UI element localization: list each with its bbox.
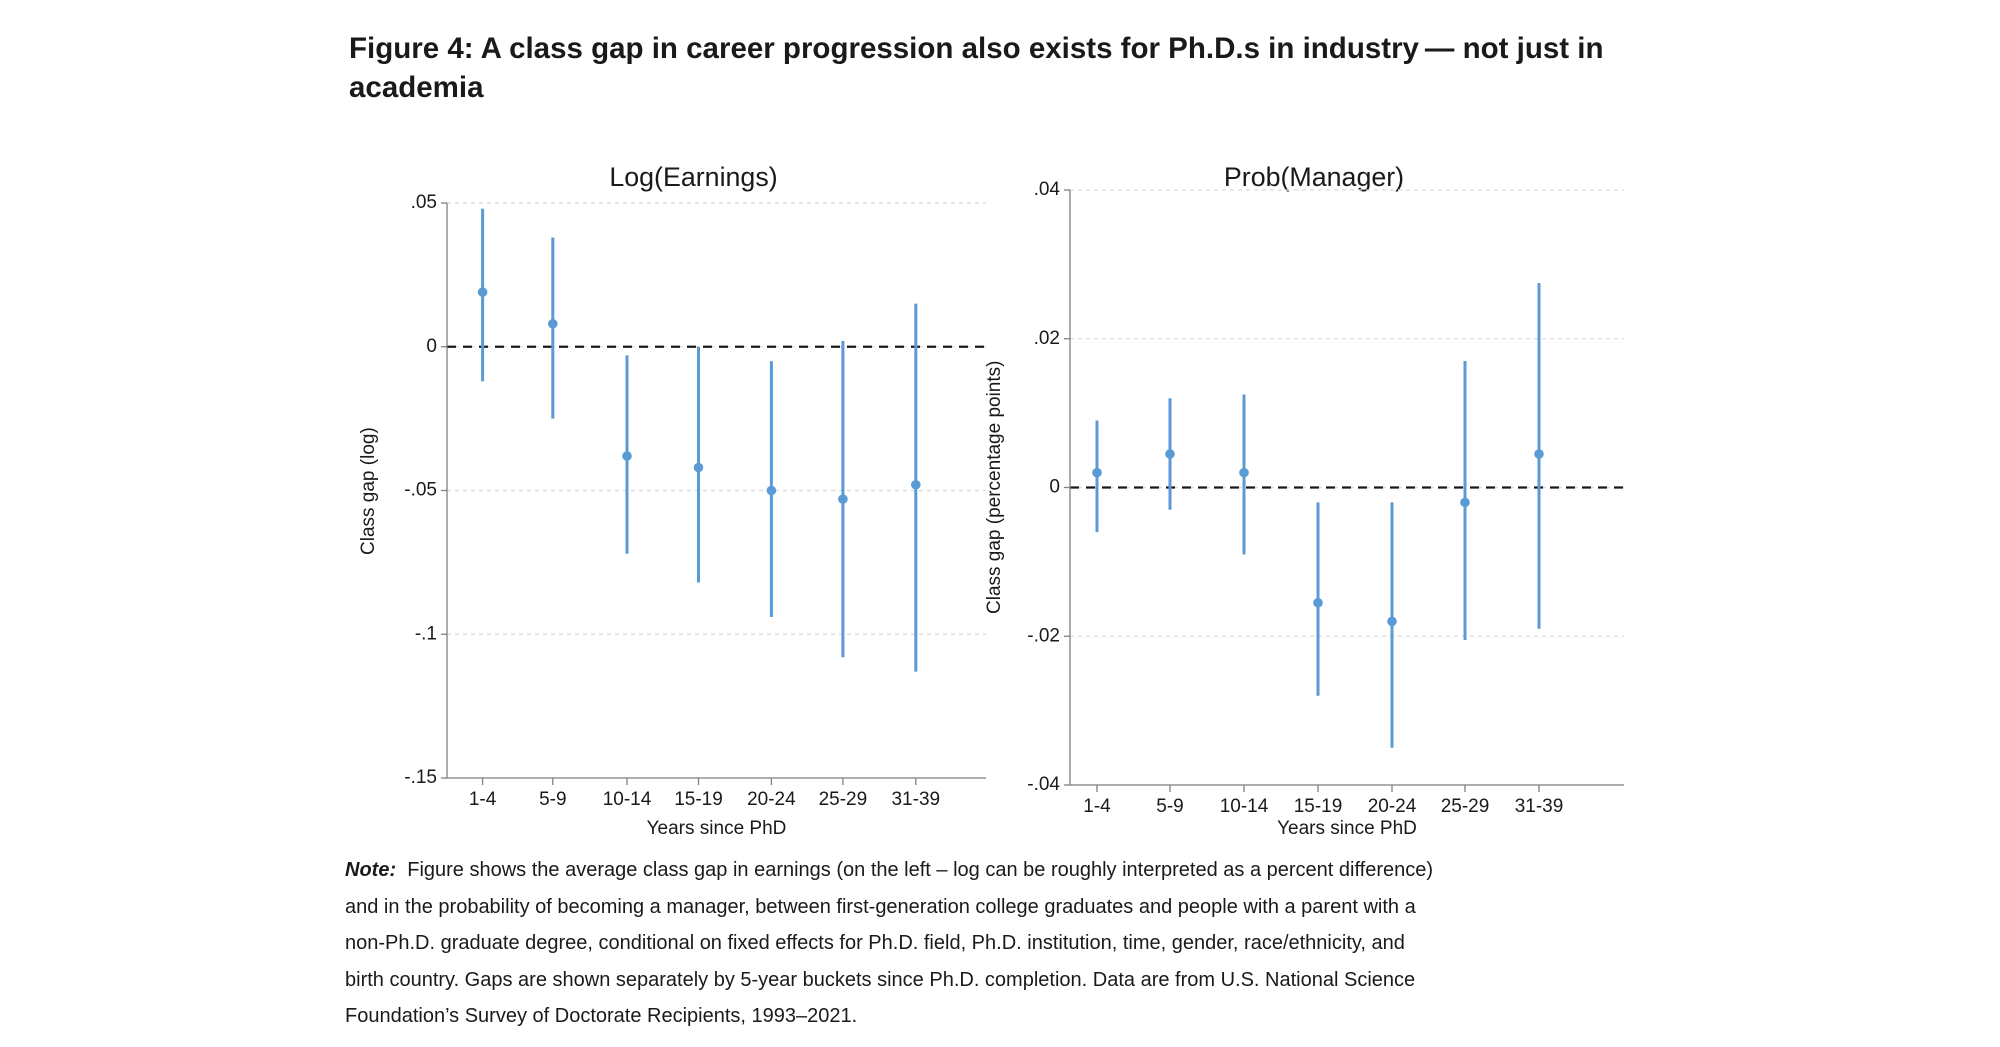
svg-text:20-24: 20-24 xyxy=(747,789,796,810)
svg-text:5-9: 5-9 xyxy=(539,789,566,810)
svg-text:15-19: 15-19 xyxy=(1294,796,1343,817)
svg-text:5-9: 5-9 xyxy=(1156,796,1183,817)
svg-text:.05: .05 xyxy=(411,192,437,213)
svg-text:-.05: -.05 xyxy=(404,480,437,501)
svg-text:0: 0 xyxy=(426,336,437,357)
svg-text:25-29: 25-29 xyxy=(819,789,868,810)
svg-text:-.1: -.1 xyxy=(415,623,437,644)
svg-text:.02: .02 xyxy=(1034,328,1060,349)
svg-text:10-14: 10-14 xyxy=(603,789,652,810)
svg-text:1-4: 1-4 xyxy=(469,789,497,810)
svg-text:-.15: -.15 xyxy=(404,767,437,788)
svg-text:-.04: -.04 xyxy=(1027,774,1060,795)
svg-text:.04: .04 xyxy=(1034,179,1061,200)
svg-text:-.02: -.02 xyxy=(1027,625,1060,646)
svg-text:31-39: 31-39 xyxy=(1515,796,1564,817)
svg-text:20-24: 20-24 xyxy=(1368,796,1417,817)
svg-text:10-14: 10-14 xyxy=(1220,796,1269,817)
svg-text:0: 0 xyxy=(1049,477,1060,498)
svg-text:31-39: 31-39 xyxy=(891,789,940,810)
svg-text:25-29: 25-29 xyxy=(1441,796,1490,817)
svg-text:15-19: 15-19 xyxy=(674,789,723,810)
svg-text:1-4: 1-4 xyxy=(1083,796,1111,817)
